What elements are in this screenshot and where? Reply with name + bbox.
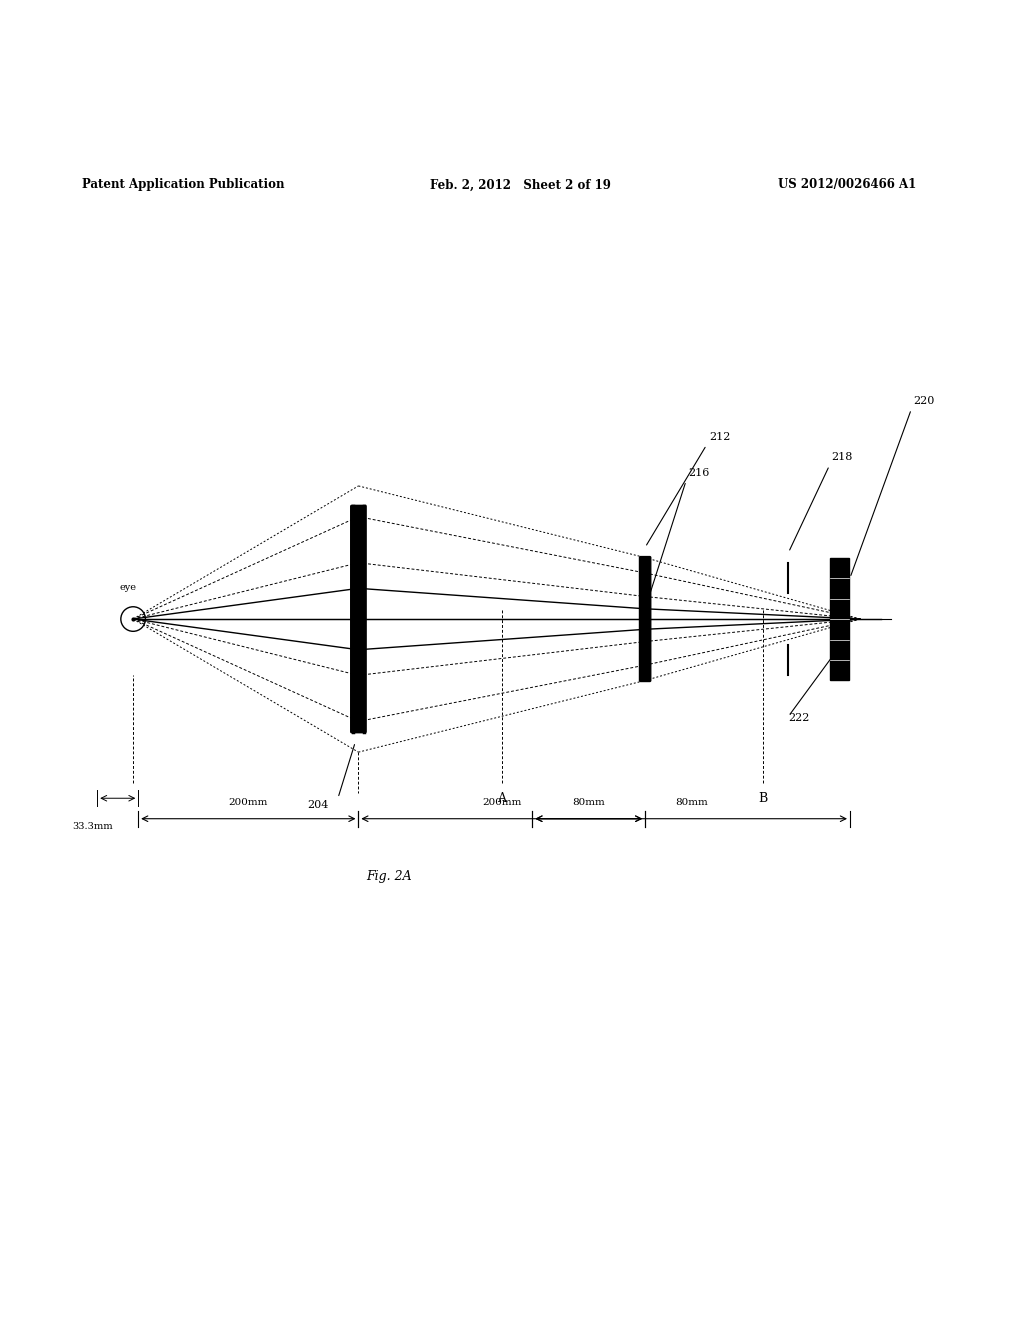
Text: 204: 204 bbox=[307, 800, 328, 810]
Text: 218: 218 bbox=[831, 453, 853, 462]
Text: 80mm: 80mm bbox=[675, 799, 708, 808]
Text: 33.3mm: 33.3mm bbox=[72, 822, 113, 832]
Text: Fig. 2A: Fig. 2A bbox=[367, 870, 412, 883]
Text: 212: 212 bbox=[710, 432, 731, 442]
Text: 222: 222 bbox=[788, 713, 810, 723]
Text: eye: eye bbox=[120, 583, 136, 593]
FancyBboxPatch shape bbox=[639, 557, 651, 681]
Text: 80mm: 80mm bbox=[572, 799, 605, 808]
Text: 200mm: 200mm bbox=[228, 799, 268, 808]
Text: B: B bbox=[758, 792, 768, 805]
Text: Patent Application Publication: Patent Application Publication bbox=[82, 178, 285, 191]
Text: 216: 216 bbox=[688, 467, 710, 478]
Text: 200mm: 200mm bbox=[482, 799, 521, 808]
Text: 220: 220 bbox=[913, 396, 935, 407]
Text: Feb. 2, 2012   Sheet 2 of 19: Feb. 2, 2012 Sheet 2 of 19 bbox=[430, 178, 611, 191]
FancyBboxPatch shape bbox=[350, 506, 367, 733]
Text: A: A bbox=[498, 792, 506, 805]
Bar bbox=[830, 557, 849, 681]
Text: US 2012/0026466 A1: US 2012/0026466 A1 bbox=[778, 178, 916, 191]
